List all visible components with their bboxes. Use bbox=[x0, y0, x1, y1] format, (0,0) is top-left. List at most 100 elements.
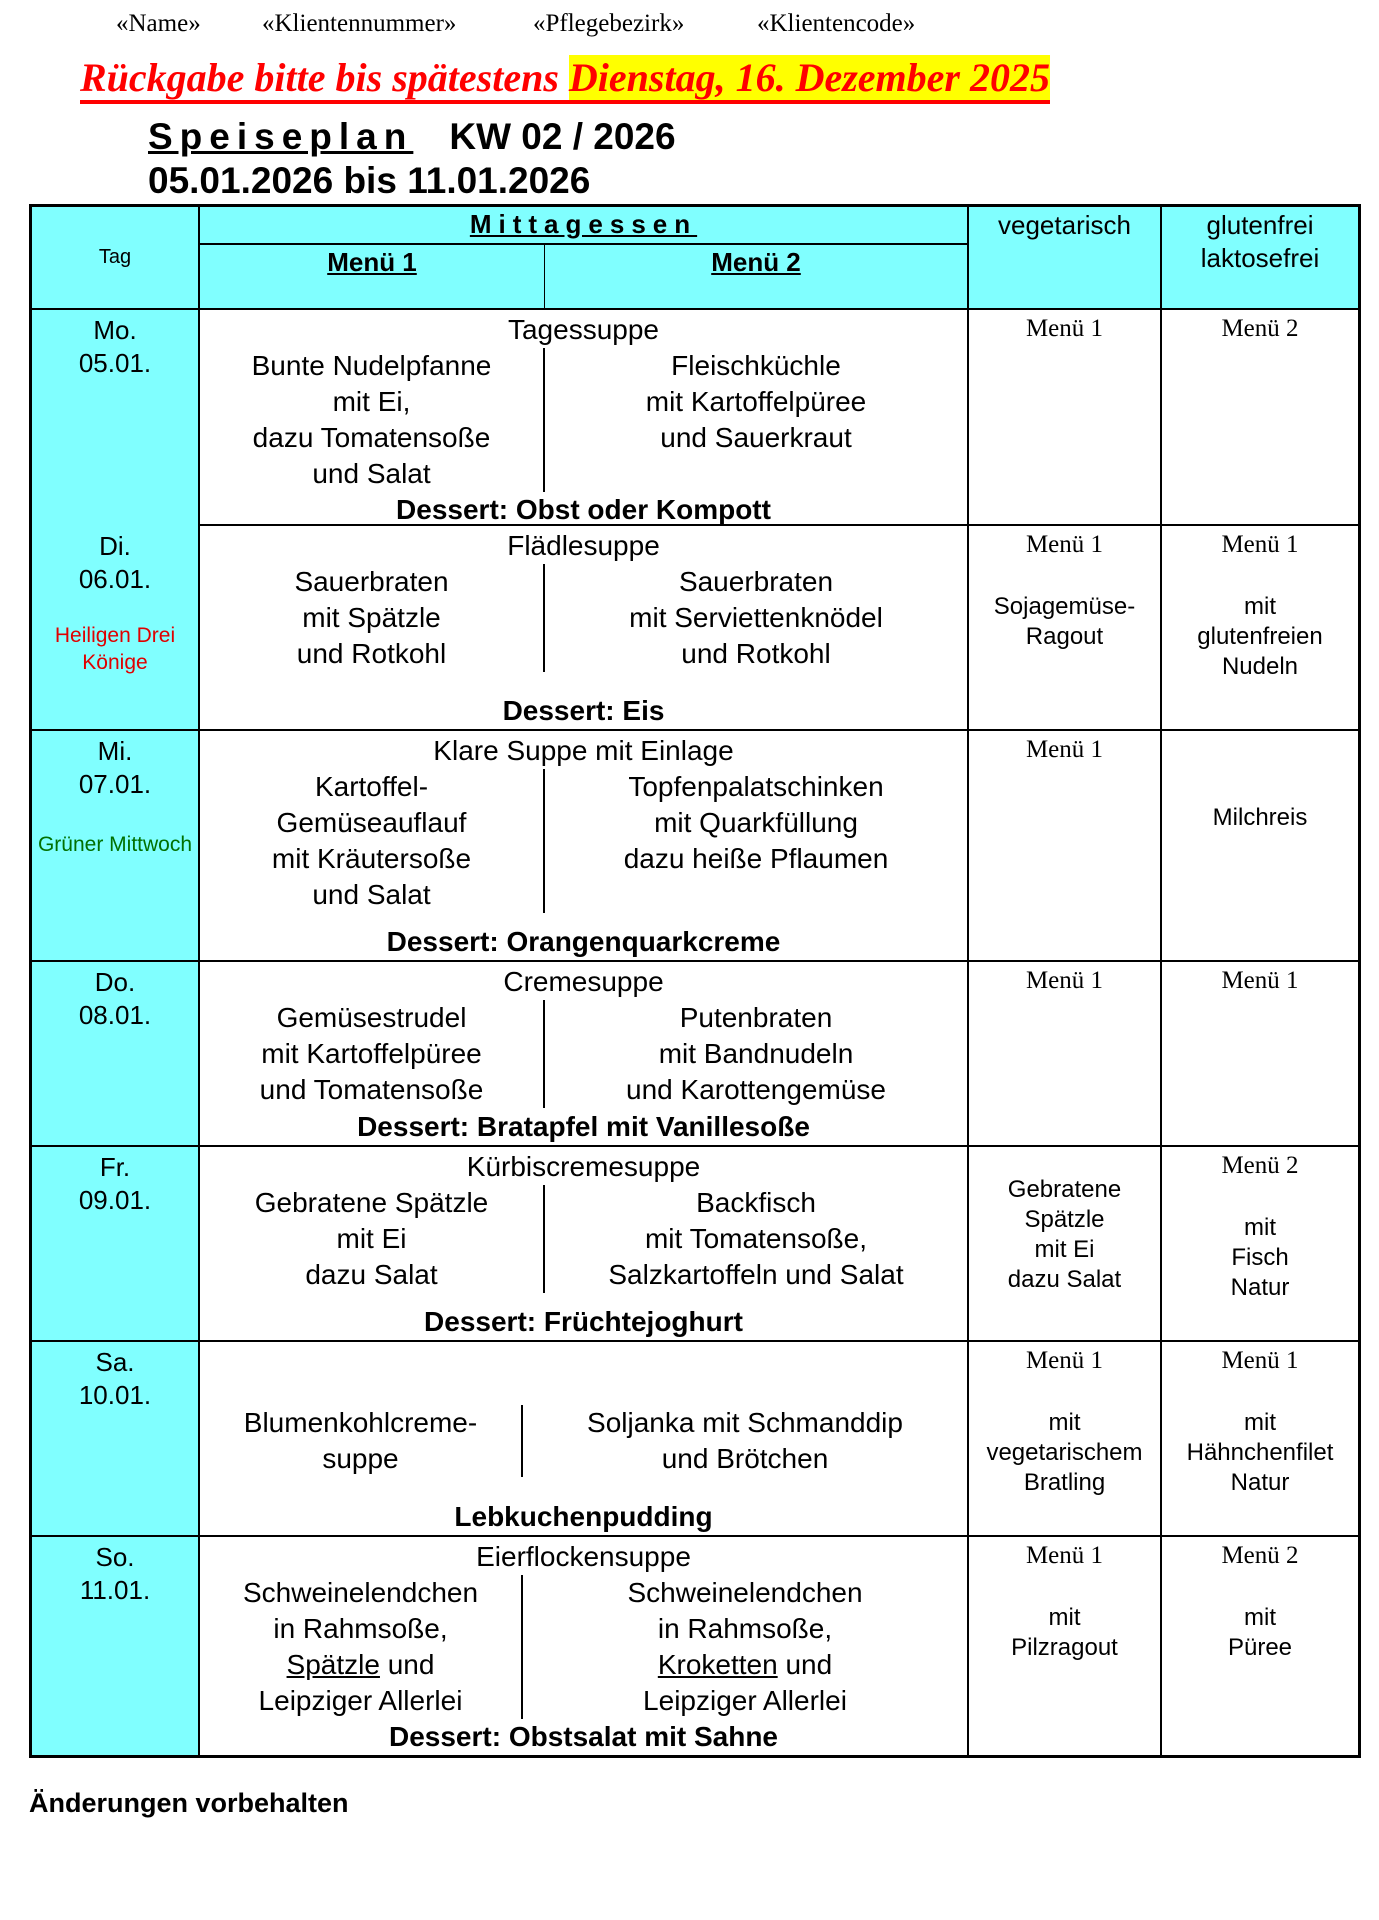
menu-columns: Blumenkohlcreme-suppe Soljanka mit Schman… bbox=[200, 1404, 967, 1477]
weekday: Fr. bbox=[99, 1152, 131, 1182]
underlined-text: Kroketten bbox=[657, 1649, 778, 1680]
glutenfree-cell: Menü 1 mit Hähnchenfilet Natur bbox=[1162, 1342, 1358, 1535]
text-line: mit bbox=[1244, 1409, 1276, 1436]
menu-1: Blumenkohlcreme-suppe bbox=[200, 1404, 523, 1477]
text-line: mit Ei bbox=[336, 1223, 407, 1254]
lunch-cell: Cremesuppe Gemüsestrudel mit Kartoffelpüre… bbox=[200, 962, 969, 1145]
return-deadline: Rückgabe bitte bis spätestens Dienstag, … bbox=[80, 55, 1050, 104]
text-line: Sauerbraten bbox=[678, 566, 834, 597]
deadline-prefix: Rückgabe bitte bis spätestens bbox=[80, 55, 569, 100]
menu-reference: Menü 1 bbox=[1025, 315, 1104, 342]
menu-1: Schweinelendchen in Rahmsoße, Spätzle und L… bbox=[200, 1575, 523, 1719]
day-cell: Do. 08.01. bbox=[32, 962, 200, 1145]
footer-note: Änderungen vorbehalten bbox=[29, 1788, 349, 1818]
text-line: Sojagemüse- bbox=[993, 593, 1136, 620]
text-line: Putenbraten bbox=[679, 1002, 833, 1033]
menu-1: Gemüsestrudel mit Kartoffelpüree und Tomat… bbox=[200, 1000, 545, 1108]
menu-2: Soljanka mit Schmanddip und Brötchen bbox=[523, 1405, 967, 1477]
dessert: Dessert: Obstsalat mit Sahne bbox=[388, 1721, 779, 1752]
glutenfree-cell: Menü 2 mit Fisch Natur bbox=[1162, 1147, 1358, 1340]
text-line: mit bbox=[1244, 1214, 1276, 1241]
text-line: Blumenkohlcreme- bbox=[243, 1406, 478, 1438]
deadline-date: Dienstag, 16. Dezember 2025 bbox=[568, 55, 1050, 100]
text-line: Kartoffel- bbox=[314, 771, 429, 802]
weekday: Do. bbox=[94, 967, 136, 997]
text-line: Backfisch bbox=[696, 1187, 816, 1218]
text-line: Leipziger Allerlei bbox=[258, 1685, 463, 1716]
text-line: und Rotkohl bbox=[296, 638, 447, 669]
header-menu-1: Menü 1 bbox=[200, 245, 545, 308]
menu-options: Gemüsestrudel mit Kartoffelpüree und Tomat… bbox=[200, 1000, 967, 1109]
lunch-cell: Flädlesuppe Sauerbraten mit Spätzle und Rot… bbox=[200, 526, 969, 729]
text-line: mit Ei bbox=[1034, 1236, 1095, 1263]
header-glutenfree: glutenfrei laktosefrei bbox=[1162, 207, 1358, 308]
text-line: mit Kräutersoße bbox=[271, 843, 472, 874]
menu-columns: Gemüsestrudel mit Kartoffelpüree und Tomat… bbox=[200, 1000, 967, 1108]
soup: Eierflockensuppe bbox=[476, 1541, 691, 1572]
text-line: Kroketten und bbox=[657, 1649, 833, 1680]
dessert: Lebkuchenpudding bbox=[454, 1501, 713, 1532]
menu-table: Tag Mittagessen Menü 1 Menü 2 vegetarisc… bbox=[29, 204, 1361, 1758]
menu-reference: Menü 2 bbox=[1221, 1152, 1299, 1179]
vegetarian-cell: Menü 1 mit vegetarischem Bratling bbox=[969, 1342, 1162, 1535]
text-line: Gebratene bbox=[1007, 1176, 1122, 1203]
vegetarian-cell: Menü 1 bbox=[969, 962, 1162, 1145]
menu-options: Schweinelendchen in Rahmsoße, Spätzle und L… bbox=[200, 1575, 967, 1719]
menu-options: Gebratene Spätzle mit Ei dazu Salat Backfis… bbox=[200, 1185, 967, 1304]
placeholder-name: «Name» bbox=[116, 10, 201, 37]
glutenfree-cell: Menü 1 bbox=[1162, 962, 1358, 1145]
text-line: vegetarischem bbox=[986, 1439, 1143, 1466]
lunch-cell: Blumenkohlcreme-suppe Soljanka mit Schman… bbox=[200, 1342, 969, 1535]
text-line: und Brötchen bbox=[661, 1442, 829, 1474]
table-row: So. 11.01. Eierflockensuppe Schweinelendche… bbox=[32, 1535, 1358, 1755]
text-line: Bratling bbox=[1023, 1469, 1106, 1496]
menu-reference: Menü 1 bbox=[1221, 1347, 1299, 1374]
glutenfree-cell: Menü 2 mit Püree bbox=[1162, 1537, 1358, 1755]
text-line: mit bbox=[1048, 1409, 1081, 1436]
text-line: und Tomatensoße bbox=[259, 1074, 484, 1105]
menu-2: Fleischküchle mit Kartoffelpüree und Sauer… bbox=[545, 348, 967, 492]
table-row: Di. 06.01. Heiligen Drei Könige Flädlesuppe… bbox=[32, 524, 1358, 729]
header-lactosefree-label: laktosefrei bbox=[1200, 243, 1320, 273]
text-line: suppe bbox=[322, 1442, 399, 1474]
alternative-dish: Milchreis bbox=[1162, 803, 1358, 833]
placeholder-client-number: «Klientennummer» bbox=[262, 10, 457, 37]
menu-options: Blumenkohlcreme-suppe Soljanka mit Schman… bbox=[200, 1342, 967, 1499]
soup: Tagessuppe bbox=[507, 314, 659, 345]
holiday-note: Heiligen Drei Könige bbox=[54, 624, 176, 674]
day-cell: So. 11.01. bbox=[32, 1537, 200, 1755]
header-lunch: Mittagessen Menü 1 Menü 2 bbox=[200, 207, 969, 308]
header-vegetarian: vegetarisch bbox=[969, 207, 1162, 308]
menu-1: Bunte Nudelpfanne mit Ei, dazu Tomatensoße… bbox=[200, 348, 545, 492]
text-line: Hähnchenfilet bbox=[1186, 1439, 1334, 1466]
date: 08.01. bbox=[78, 1000, 152, 1030]
menu-2: Sauerbraten mit Serviettenknödel und Rotko… bbox=[545, 564, 967, 672]
alternative-dish: mit vegetarischem Bratling bbox=[969, 1408, 1160, 1498]
text-line: mit Bandnudeln bbox=[658, 1038, 854, 1069]
text-line: dazu Salat bbox=[1007, 1266, 1122, 1293]
menu-reference: Menü 2 bbox=[1221, 1542, 1299, 1569]
holiday-note: Grüner Mittwoch bbox=[37, 833, 193, 856]
menu-2: Putenbraten mit Bandnudeln und Karottengem… bbox=[545, 1000, 967, 1108]
dessert: Dessert: Früchtejoghurt bbox=[424, 1306, 743, 1337]
text-line: Gemüsestrudel bbox=[276, 1002, 467, 1033]
vegetarian-cell: Gebratene Spätzle mit Ei dazu Salat bbox=[969, 1147, 1162, 1340]
text-line: Ragout bbox=[1025, 623, 1104, 650]
text-line: Bunte Nudelpfanne bbox=[251, 350, 492, 381]
placeholder-client-code: «Klientencode» bbox=[757, 10, 916, 37]
text-line: glutenfreien bbox=[1197, 623, 1323, 650]
day-cell: Di. 06.01. Heiligen Drei Könige bbox=[32, 526, 200, 729]
header-menu-2: Menü 2 bbox=[711, 247, 801, 277]
menu-options: Bunte Nudelpfanne mit Ei, dazu Tomatensoße… bbox=[200, 348, 967, 492]
text-line: Gemüseauflauf bbox=[276, 807, 467, 838]
menu-reference: Menü 1 bbox=[1025, 967, 1104, 994]
text-line: mit Kartoffelpüree bbox=[645, 386, 867, 417]
title-label: Speiseplan bbox=[148, 116, 414, 157]
text-line: Topfenpalatschinken bbox=[628, 771, 884, 802]
dessert: Dessert: Orangenquarkcreme bbox=[386, 926, 781, 957]
text-line: mit Kartoffelpüree bbox=[261, 1038, 482, 1069]
vegetarian-cell: Menü 1 mit Pilzragout bbox=[969, 1537, 1162, 1755]
text-line: Gebratene Spätzle bbox=[254, 1187, 489, 1218]
date: 06.01. bbox=[78, 564, 152, 594]
